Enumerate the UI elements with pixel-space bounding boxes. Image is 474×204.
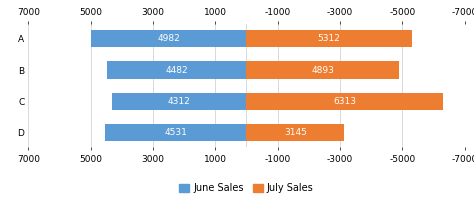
Text: 4893: 4893 [311, 65, 334, 74]
Text: 4982: 4982 [157, 34, 180, 43]
Bar [246, 124, 345, 141]
Bar [107, 61, 246, 79]
Text: 3145: 3145 [284, 128, 307, 137]
Bar [246, 93, 443, 110]
Bar [105, 124, 246, 141]
Bar [246, 30, 412, 47]
Text: 4312: 4312 [168, 97, 191, 106]
Text: 4531: 4531 [164, 128, 187, 137]
Text: 5312: 5312 [318, 34, 341, 43]
Legend: June Sales, July Sales: June Sales, July Sales [175, 179, 318, 197]
Text: 6313: 6313 [333, 97, 356, 106]
Bar [112, 93, 246, 110]
Bar [246, 61, 399, 79]
Text: 4482: 4482 [165, 65, 188, 74]
Bar [91, 30, 246, 47]
